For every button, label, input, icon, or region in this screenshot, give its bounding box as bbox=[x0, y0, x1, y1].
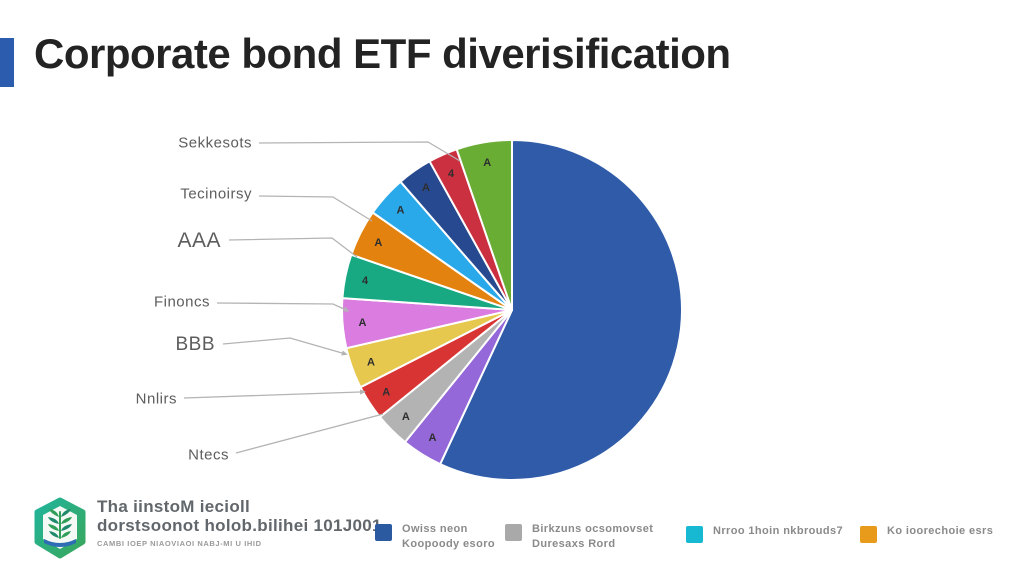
leader-arrowhead bbox=[342, 306, 350, 312]
slice-value-glyph: A bbox=[422, 182, 430, 194]
org-text-block: Tha iinstoM iecioll dorstsoonot holob.bi… bbox=[97, 497, 382, 548]
legend-item-3: Nrroo 1hoin nkbrouds7 bbox=[686, 524, 844, 543]
callout-label-sekkesots: Sekkesots bbox=[178, 134, 252, 152]
leader-line bbox=[235, 413, 384, 454]
slice-value-glyph: 4 bbox=[448, 168, 455, 180]
title-accent-bar bbox=[0, 38, 14, 87]
slice-value-glyph: A bbox=[359, 317, 367, 329]
legend-swatch bbox=[505, 524, 522, 541]
pie-slice-green bbox=[455, 139, 513, 311]
legend-swatch bbox=[860, 526, 877, 543]
leader-arrowhead bbox=[359, 389, 366, 395]
org-logo bbox=[34, 497, 86, 559]
org-name-line1: Tha iinstoM iecioll bbox=[97, 497, 251, 516]
logo-wave bbox=[44, 539, 76, 547]
callout-label-ntecs: Ntecs bbox=[188, 446, 229, 464]
leader-line bbox=[216, 302, 345, 310]
slice-value-glyph: A bbox=[382, 387, 390, 399]
slice-value-glyph: 4 bbox=[362, 275, 369, 287]
leader-line bbox=[258, 195, 373, 222]
pie-slice-main-dark-blue bbox=[439, 139, 683, 481]
org-tagline: CAMBI IOEP NIAOVIAOI NABJ-MI U IHID bbox=[97, 539, 262, 548]
slice-value-glyph: A bbox=[397, 205, 405, 217]
legend-item-1: Owiss neon Koopoody esoro bbox=[375, 522, 495, 552]
page-title: Corporate bond ETF diverisification bbox=[34, 30, 731, 77]
legend-label: Owiss neon Koopoody esoro bbox=[402, 523, 495, 550]
logo-wheat-icon bbox=[48, 509, 72, 539]
legend-item-2: Birkzuns ocsomovset Duresaxs Rord bbox=[505, 522, 653, 552]
slice-value-glyph: A bbox=[374, 237, 382, 249]
callout-label-nnlirs: Nnlirs bbox=[135, 390, 177, 408]
legend-swatch bbox=[686, 526, 703, 543]
legend-label: Birkzuns ocsomovset Duresaxs Rord bbox=[532, 523, 654, 550]
legend-label: Nrroo 1hoin nkbrouds7 bbox=[713, 525, 844, 537]
legend-item-4: Ko ioorechoie esrs bbox=[860, 524, 994, 543]
leader-line bbox=[228, 237, 358, 258]
leader-line bbox=[222, 337, 343, 354]
org-name-line2: dorstsoonot holob.bilihei 101J001 bbox=[97, 516, 382, 535]
callout-label-finoncs: Finoncs bbox=[153, 293, 210, 311]
slice-value-glyph: A bbox=[429, 432, 437, 444]
legend-label: Ko ioorechoie esrs bbox=[887, 525, 994, 537]
slice-value-glyph: A bbox=[367, 356, 375, 368]
callout-label-aaa: AAA bbox=[177, 229, 221, 252]
leader-arrowhead bbox=[341, 350, 348, 356]
callout-label-bbb: BBB bbox=[175, 334, 215, 355]
leader-line bbox=[258, 141, 461, 162]
slice-value-glyph: A bbox=[483, 157, 491, 169]
slice-value-glyph: A bbox=[402, 411, 410, 423]
callout-label-tecinoirsy: Tecinoirsy bbox=[180, 185, 252, 203]
legend-swatch bbox=[375, 524, 392, 541]
leader-line bbox=[183, 391, 361, 399]
